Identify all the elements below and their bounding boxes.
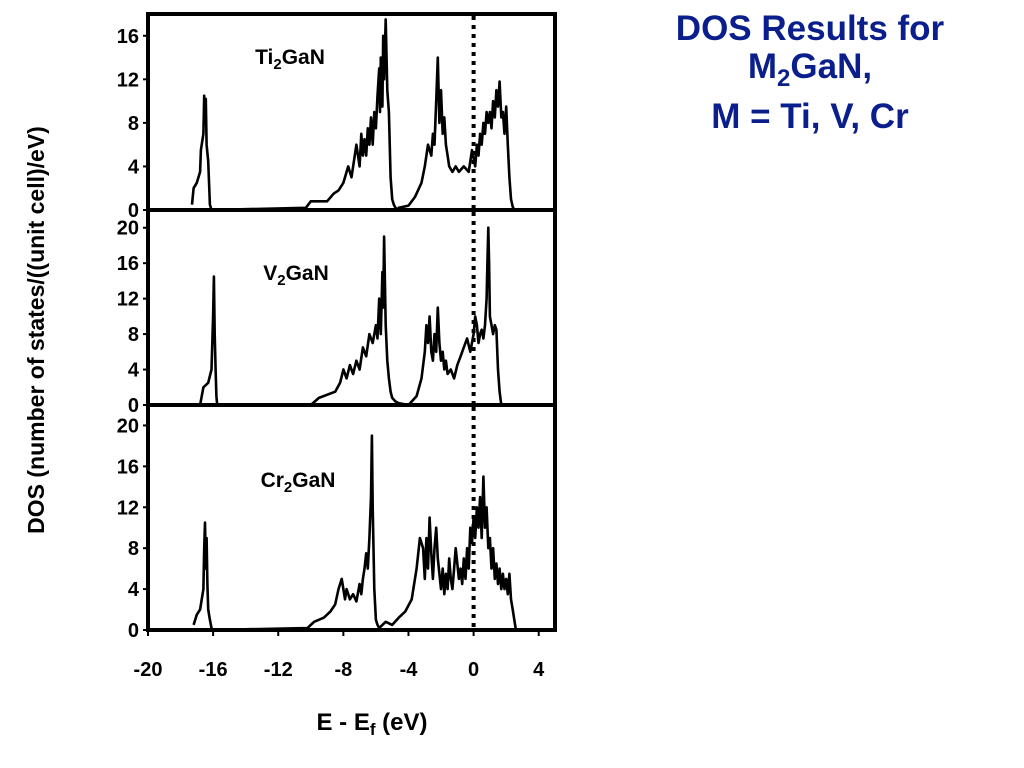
y-tick-label: 20 [117,415,139,437]
panel-label-rest: GaN [286,262,329,285]
x-axis-title-rest: (eV) [376,709,428,736]
title-line-2-subscript: 2 [777,65,791,92]
panel-label-main: Cr [261,469,284,492]
panel-label-subscript: 2 [284,479,292,496]
x-tick-label: 4 [533,659,545,681]
y-tick-label: 12 [117,69,139,91]
panel-label-rest: GaN [292,469,335,492]
y-tick-label: 0 [128,200,139,222]
title-line-1: DOS Results for [675,9,945,48]
dos-curve-3 [192,434,518,632]
panel-label: V2GaN [263,262,329,289]
x-axis-title-main: E - E [316,709,369,736]
y-axis-title: DOS (number of states/((unit cell)/eV) [23,126,49,534]
x-axis-title-subscript: f [370,720,376,739]
title-line-2: M2GaN, [600,48,1020,98]
y-tick-label: 12 [117,497,139,519]
y-tick-label: 0 [128,395,139,417]
panel-3: 0 4 8 12 16 20 Cr2GaN [117,403,557,642]
title-line-3: M = Ti, V, Cr [711,97,909,136]
panel-label-rest: GaN [282,46,325,69]
y-tick-label: 8 [128,538,139,560]
y-tick-label: 4 [128,579,140,601]
panels-layer: 0481216Ti2GaN048121620V2GaN048121620Cr2G… [117,12,557,642]
panel-label: Ti2GaN [255,46,325,73]
x-tick-label: -4 [400,659,419,681]
x-tick-label: -12 [264,659,293,681]
panel-1: 0 4 8 12 16 Ti2GaN [117,12,557,222]
panel-label-subscript: 2 [273,56,281,73]
y-tick-label: 8 [128,324,139,346]
panel-label-main: Ti [255,46,273,69]
x-axis: -20 -16 -12 -8 -4 0 4 [134,630,545,681]
y-tick-label: 0 [128,620,139,642]
panel-2: 0 4 8 12 16 20 V2GaN [117,208,557,417]
y-tick-label: 16 [117,253,139,275]
x-tick-label: -20 [134,659,163,681]
y-tick-label: 4 [128,360,140,382]
dos-curve-2 [198,226,503,407]
y-tick-label: 4 [128,156,140,178]
x-axis-title: E - Ef (eV) [316,709,427,739]
panel-frame [146,403,557,632]
y-tick-label: 12 [117,289,139,311]
panel-label: Cr2GaN [261,469,336,496]
y-tick-label: 16 [117,456,139,478]
dos-curve-1 [190,18,516,212]
title-line-2-rest: GaN, [790,47,873,86]
x-tick-label: -8 [334,659,352,681]
slide-title: DOS Results for M2GaN, M = Ti, V, Cr [600,10,1020,136]
title-line-2-main: M [747,47,778,86]
y-tick-label: 8 [128,113,139,135]
panel-label-main: V [263,262,277,285]
y-tick-label: 16 [117,26,139,48]
x-tick-label: -16 [199,659,228,681]
x-tick-label: 0 [468,659,479,681]
panel-label-subscript: 2 [277,272,285,289]
y-tick-label: 20 [117,218,139,240]
